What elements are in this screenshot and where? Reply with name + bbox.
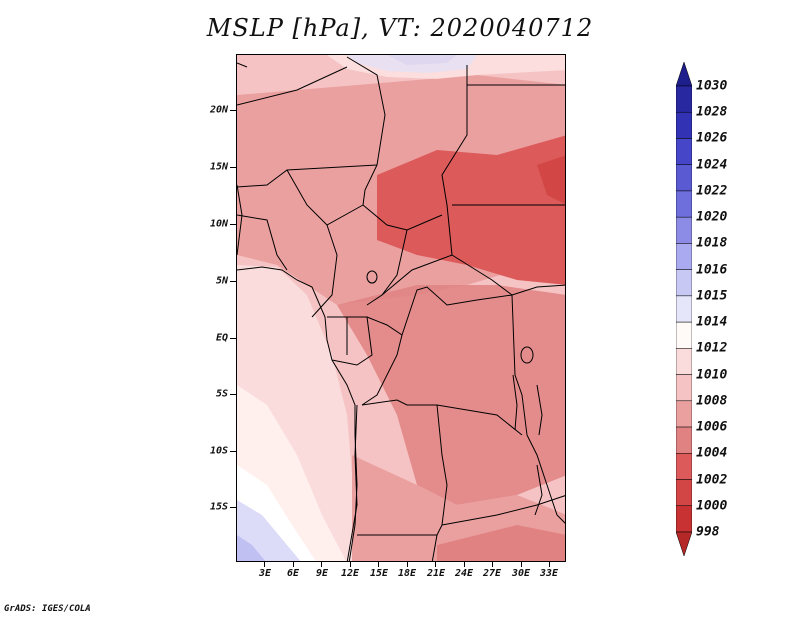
colorbar-label: 1028 (696, 104, 728, 120)
lat-label-5n: 5N (215, 275, 228, 287)
colorbar (676, 62, 692, 556)
lon-label-24e: 24E (454, 568, 474, 579)
field-1014-north (327, 55, 565, 79)
colorbar-segment (676, 426, 692, 454)
lat-label-15n: 15N (209, 161, 228, 173)
colorbar-segment (676, 111, 692, 139)
colorbar-segment (676, 243, 692, 270)
map-title: MSLP [hPa], VT: 2020040712 (206, 14, 594, 42)
colorbar-segment (676, 505, 692, 533)
lon-label-15e: 15E (369, 568, 389, 579)
colorbar-bottom-arrow (676, 531, 692, 556)
lon-tick (521, 562, 522, 567)
colorbar-label: 1002 (696, 472, 728, 488)
lon-label-6e: 6E (286, 568, 300, 579)
colorbar-segment (676, 479, 692, 507)
mslp-field (237, 55, 565, 561)
lat-label-eq: EQ (215, 332, 228, 344)
colorbar-segment (676, 321, 692, 349)
colorbar-segment (676, 400, 692, 428)
colorbar-segment (676, 269, 692, 297)
colorbar-label: 1024 (696, 157, 728, 173)
colorbar-label: 1015 (696, 288, 728, 304)
lon-tick (264, 562, 265, 567)
lon-tick (293, 562, 294, 567)
field-1016-atlantic (237, 500, 301, 561)
lon-tick (378, 562, 379, 567)
lon-label-3e: 3E (258, 568, 272, 579)
lon-tick (464, 562, 465, 567)
lon-tick (321, 562, 322, 567)
field-1018-atlantic (237, 535, 266, 561)
colorbar-label: 1010 (696, 367, 728, 383)
field-1006-central (337, 285, 565, 505)
lat-label-20n: 20N (209, 104, 228, 116)
lat-tick (230, 507, 236, 508)
colorbar-label: 1012 (696, 340, 728, 356)
colorbar-segment (676, 295, 692, 323)
lat-tick (230, 394, 236, 395)
colorbar-label: 1000 (696, 498, 728, 514)
lon-label-12e: 12E (340, 568, 360, 579)
colorbar-label: 1006 (696, 419, 728, 435)
colorbar-label: 998 (696, 524, 720, 540)
colorbar-label: 1008 (696, 393, 728, 409)
colorbar-label: 1004 (696, 445, 728, 461)
grads-credit: GrADS: IGES/COLA (4, 604, 91, 614)
lat-label-10n: 10N (209, 218, 228, 230)
lon-tick (492, 562, 493, 567)
colorbar-label: 1030 (696, 78, 728, 94)
colorbar-segment (676, 453, 692, 480)
lat-label-5s: 5S (215, 388, 228, 400)
lon-tick (407, 562, 408, 567)
colorbar-label: 1020 (696, 209, 728, 225)
coastline (237, 184, 358, 561)
lat-tick (230, 224, 236, 225)
lat-tick (230, 167, 236, 168)
colorbar-label: 1016 (696, 262, 728, 278)
colorbar-segment (676, 348, 692, 375)
colorbar-segment (676, 85, 692, 113)
colorbar-segment (676, 190, 692, 218)
field-1006-south (437, 525, 565, 561)
lon-tick (435, 562, 436, 567)
colorbar-top-arrow (676, 62, 692, 87)
lat-label-10s: 10S (209, 445, 228, 457)
lon-label-27e: 27E (482, 568, 502, 579)
lon-tick (350, 562, 351, 567)
lat-tick (230, 281, 236, 282)
colorbar-label: 1026 (696, 130, 728, 146)
colorbar-segment (676, 138, 692, 165)
lat-tick (230, 110, 236, 111)
lon-label-30e: 30E (511, 568, 531, 579)
colorbar-segment (676, 216, 692, 244)
colorbar-segment (676, 164, 692, 192)
lat-tick (230, 338, 236, 339)
field-1004-sudan (377, 135, 565, 285)
lon-label-33e: 33E (539, 568, 559, 579)
colorbar-label: 1022 (696, 183, 728, 199)
colorbar-label: 1018 (696, 235, 728, 251)
lat-label-15s: 15S (209, 501, 228, 513)
country-borders (237, 56, 565, 561)
lon-label-18e: 18E (397, 568, 417, 579)
colorbar-segment (676, 374, 692, 402)
lon-label-21e: 21E (426, 568, 446, 579)
lat-tick (230, 451, 236, 452)
colorbar-label: 1014 (696, 314, 728, 330)
field-1002-east (537, 155, 565, 204)
lon-tick (549, 562, 550, 567)
mslp-map (236, 54, 566, 562)
lon-label-9e: 9E (315, 568, 329, 579)
lakes (366, 270, 543, 516)
